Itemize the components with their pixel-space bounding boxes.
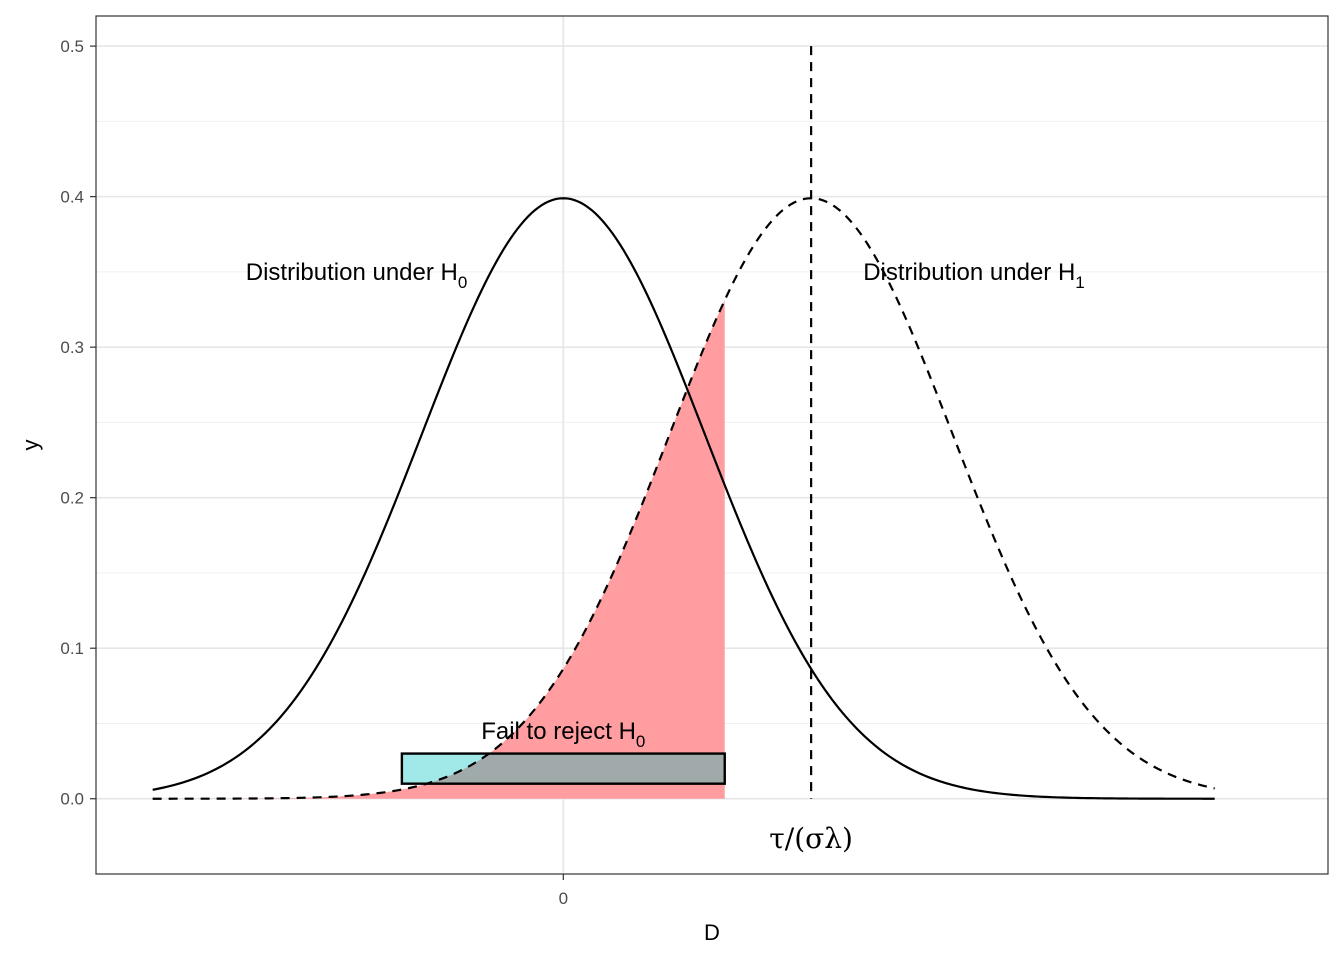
annotation-h1: Distribution under H1 bbox=[863, 259, 1085, 292]
annotation-h0: Distribution under H0 bbox=[246, 259, 468, 292]
shaded-rejection-area bbox=[152, 300, 725, 799]
density-h0-line bbox=[152, 197, 1215, 800]
y-tick-label: 0.4 bbox=[60, 188, 84, 207]
density-h1-line bbox=[152, 197, 1215, 800]
annotation-tau: τ/(σλ) bbox=[769, 822, 853, 855]
x-tick-label: 0 bbox=[559, 889, 568, 908]
y-tick-label: 0.3 bbox=[60, 338, 84, 357]
fail-to-reject-bar-layer bbox=[400, 752, 726, 785]
axis-ticks: 0.0 0.1 0.2 0.3 0.4 0.5 0 bbox=[60, 37, 568, 908]
y-axis-title: y bbox=[18, 440, 43, 451]
y-tick-label: 0.1 bbox=[60, 639, 84, 658]
fail-to-reject-bar-border bbox=[400, 752, 726, 785]
annotations: Distribution under H0 Distribution under … bbox=[246, 259, 1085, 855]
density-lines bbox=[152, 46, 1215, 800]
shaded-area-layer bbox=[152, 300, 725, 799]
annotation-fail: Fail to reject H0 bbox=[481, 718, 645, 751]
y-tick-label: 0.5 bbox=[60, 37, 84, 56]
y-tick-label: 0.2 bbox=[60, 489, 84, 508]
x-axis-title: D bbox=[704, 920, 720, 945]
panel-border bbox=[95, 15, 1329, 875]
y-tick-label: 0.0 bbox=[60, 790, 84, 809]
